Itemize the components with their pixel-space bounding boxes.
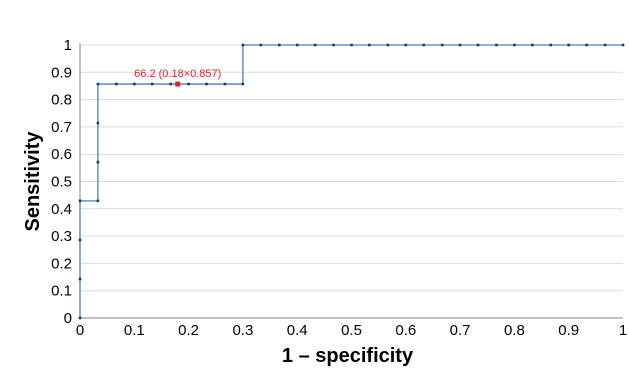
data-point: [422, 43, 426, 47]
data-point: [440, 43, 444, 47]
data-point: [458, 43, 462, 47]
data-point: [259, 43, 263, 47]
y-tick-label: 0.7: [51, 119, 72, 136]
x-tick-label: 0: [76, 322, 84, 339]
data-point: [133, 82, 136, 86]
data-point: [495, 43, 498, 47]
data-point: [96, 121, 100, 125]
data-point: [295, 43, 299, 47]
y-tick-label: 0.1: [51, 283, 72, 300]
data-point: [603, 43, 607, 47]
x-tick-label: 0.6: [395, 322, 416, 339]
x-tick-label: 0.4: [287, 322, 308, 339]
x-axis-title: 1 – specificity: [282, 345, 414, 367]
y-tick-label: 0.8: [51, 92, 72, 109]
x-tick-labels: 0 0.1 0.2 0.3 0.4 0.5 0.6 0.7 0.8 0.9 1: [76, 322, 627, 339]
data-point: [549, 43, 553, 47]
y-tick-label: 1: [64, 37, 72, 54]
data-point: [404, 43, 408, 47]
y-tick-labels: 0 0.1 0.2 0.3 0.4 0.5 0.6 0.7 0.8 0.9 1: [51, 37, 72, 327]
data-point: [621, 43, 625, 47]
optimal-point-label: 66.2 (0.18×0.857): [134, 68, 221, 80]
grid-lines: [80, 44, 623, 292]
data-point: [96, 199, 100, 203]
x-tick-label: 0.1: [124, 322, 145, 339]
x-tick-label: 0.7: [450, 322, 471, 339]
optimal-point-marker: [175, 81, 181, 87]
data-point: [78, 277, 82, 281]
data-point: [368, 43, 371, 47]
data-point: [187, 82, 190, 86]
x-tick-label: 0.5: [341, 322, 362, 339]
y-tick-label: 0.2: [51, 255, 72, 272]
x-tick-label: 0.3: [232, 322, 253, 339]
data-point: [350, 43, 353, 47]
data-point: [386, 43, 390, 47]
x-tick-label: 0.8: [504, 322, 525, 339]
data-point: [476, 43, 480, 47]
data-point: [96, 82, 100, 86]
roc-curve: [79, 44, 623, 318]
data-point: [96, 160, 100, 164]
x-tick-label: 1: [619, 322, 627, 339]
data-point: [78, 238, 82, 242]
data-point: [531, 43, 534, 47]
data-point: [150, 82, 154, 86]
y-tick-label: 0.5: [51, 174, 72, 191]
data-point: [241, 43, 245, 47]
y-axis-title: Sensitivity: [22, 131, 44, 232]
data-point: [513, 43, 516, 47]
data-point: [78, 199, 82, 203]
x-tick-label: 0.2: [178, 322, 199, 339]
y-tick-label: 0.9: [51, 64, 72, 81]
data-point: [115, 82, 118, 86]
data-point: [205, 82, 208, 86]
data-points: [78, 43, 625, 320]
data-point: [169, 82, 172, 86]
y-tick-label: 0: [64, 310, 72, 327]
data-point: [78, 316, 82, 320]
data-point: [223, 82, 227, 86]
data-point: [585, 43, 588, 47]
y-tick-label: 0.6: [51, 146, 72, 163]
x-tick-label: 0.9: [558, 322, 579, 339]
y-tick-label: 0.4: [51, 201, 72, 218]
y-tick-label: 0.3: [51, 228, 72, 245]
data-point: [277, 43, 281, 47]
data-point: [567, 43, 570, 47]
annotations: 66.2 (0.18×0.857): [134, 68, 221, 87]
data-point: [332, 43, 335, 47]
data-point: [313, 43, 317, 47]
data-point: [241, 82, 245, 86]
roc-series-line: [79, 44, 623, 318]
